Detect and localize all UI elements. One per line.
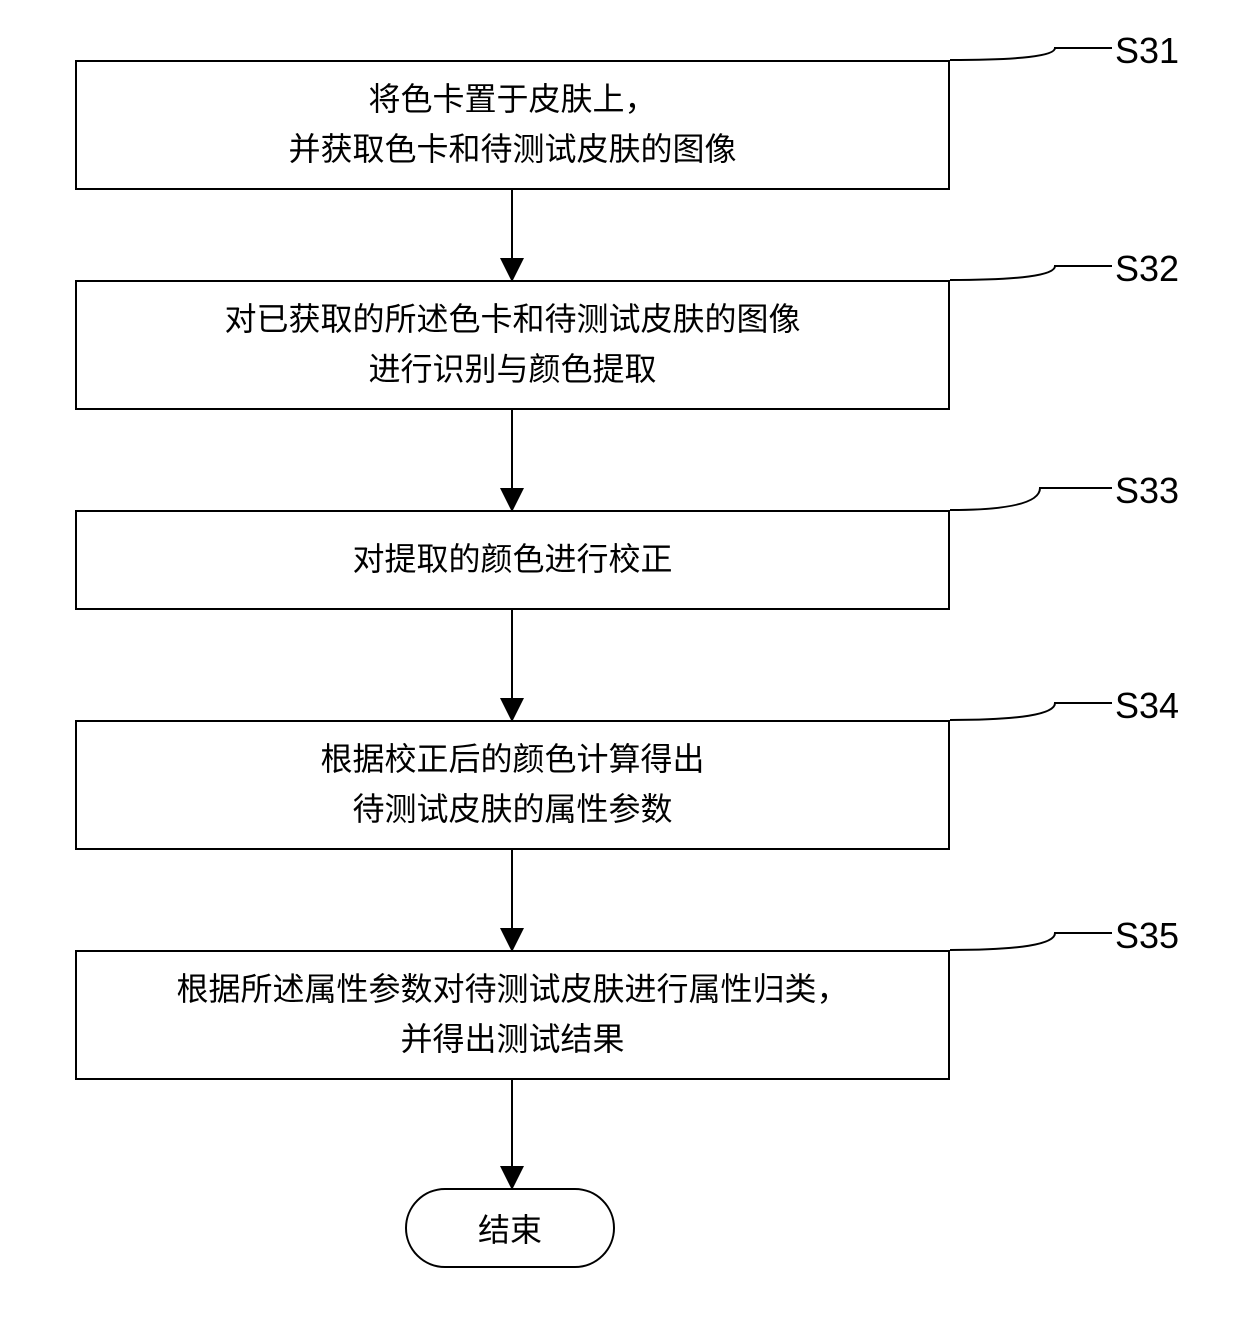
flowchart-canvas: 将色卡置于皮肤上， 并获取色卡和待测试皮肤的图像 对已获取的所述色卡和待测试皮肤… [0,0,1240,1329]
callout-s33 [950,488,1112,510]
connectors-svg [0,0,1240,1329]
callout-s35 [950,933,1112,950]
callout-s31 [950,48,1112,60]
callout-s32 [950,266,1112,280]
callout-s34 [950,703,1112,720]
